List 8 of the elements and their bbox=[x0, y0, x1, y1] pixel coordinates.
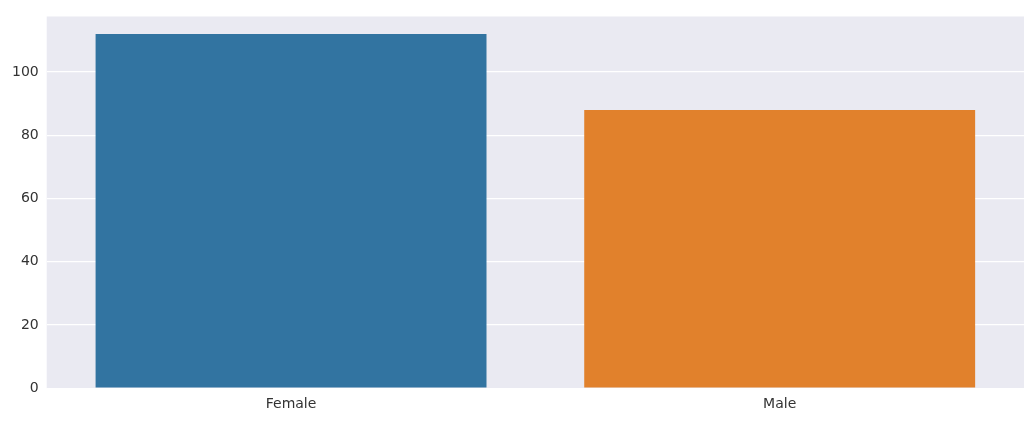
y-tick-label: 20 bbox=[20, 315, 39, 332]
x-tick-label: Female bbox=[265, 395, 317, 412]
y-tick-label: 100 bbox=[11, 62, 39, 79]
x-tick-label: Male bbox=[763, 395, 797, 412]
y-tick-label: 60 bbox=[20, 189, 39, 206]
y-tick-label: 0 bbox=[29, 378, 39, 395]
y-tick-label: 80 bbox=[20, 125, 39, 142]
y-tick-label: 40 bbox=[20, 252, 39, 269]
